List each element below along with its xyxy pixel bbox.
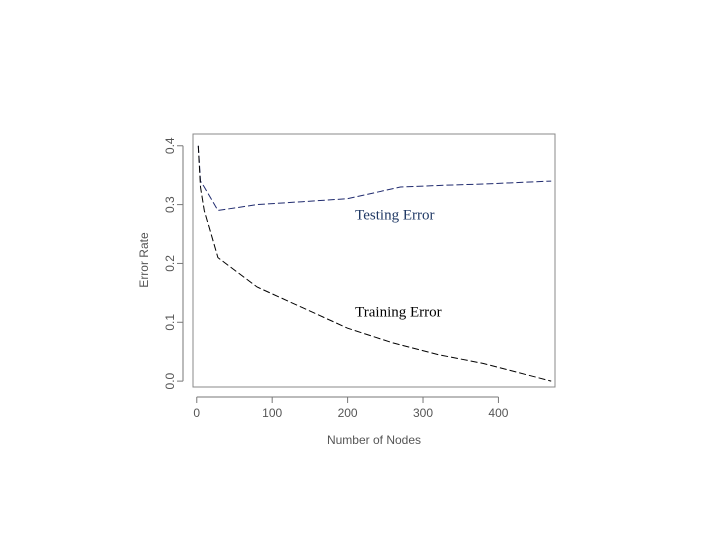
- series-line-testing-error: [197, 145, 552, 212]
- x-axis-label: Number of Nodes: [327, 433, 421, 447]
- plot-frame: [192, 133, 556, 388]
- x-tick-label: 400: [488, 406, 508, 420]
- y-axis: 0.0 0.1 0.2 0.3 0.4: [163, 137, 184, 389]
- series-layer: [197, 145, 552, 382]
- y-tick-label: 0.0: [163, 372, 177, 389]
- series-line-training-error: [197, 145, 552, 382]
- x-tick-label: 200: [338, 406, 358, 420]
- x-tick-label: 100: [262, 406, 282, 420]
- x-axis: 0 100 200 300 400: [193, 396, 509, 420]
- y-tick-label: 0.3: [163, 196, 177, 213]
- y-tick-label: 0.4: [163, 137, 177, 154]
- y-axis-label: Error Rate: [137, 232, 151, 288]
- x-tick-label: 300: [413, 406, 433, 420]
- y-tick-label: 0.1: [163, 314, 177, 331]
- testing-error-label: Testing Error: [355, 207, 434, 223]
- y-tick-label: 0.2: [163, 255, 177, 272]
- annotation-layer: Testing Error Training Error: [355, 207, 442, 320]
- training-error-label: Training Error: [355, 304, 442, 320]
- x-tick-label: 0: [193, 406, 200, 420]
